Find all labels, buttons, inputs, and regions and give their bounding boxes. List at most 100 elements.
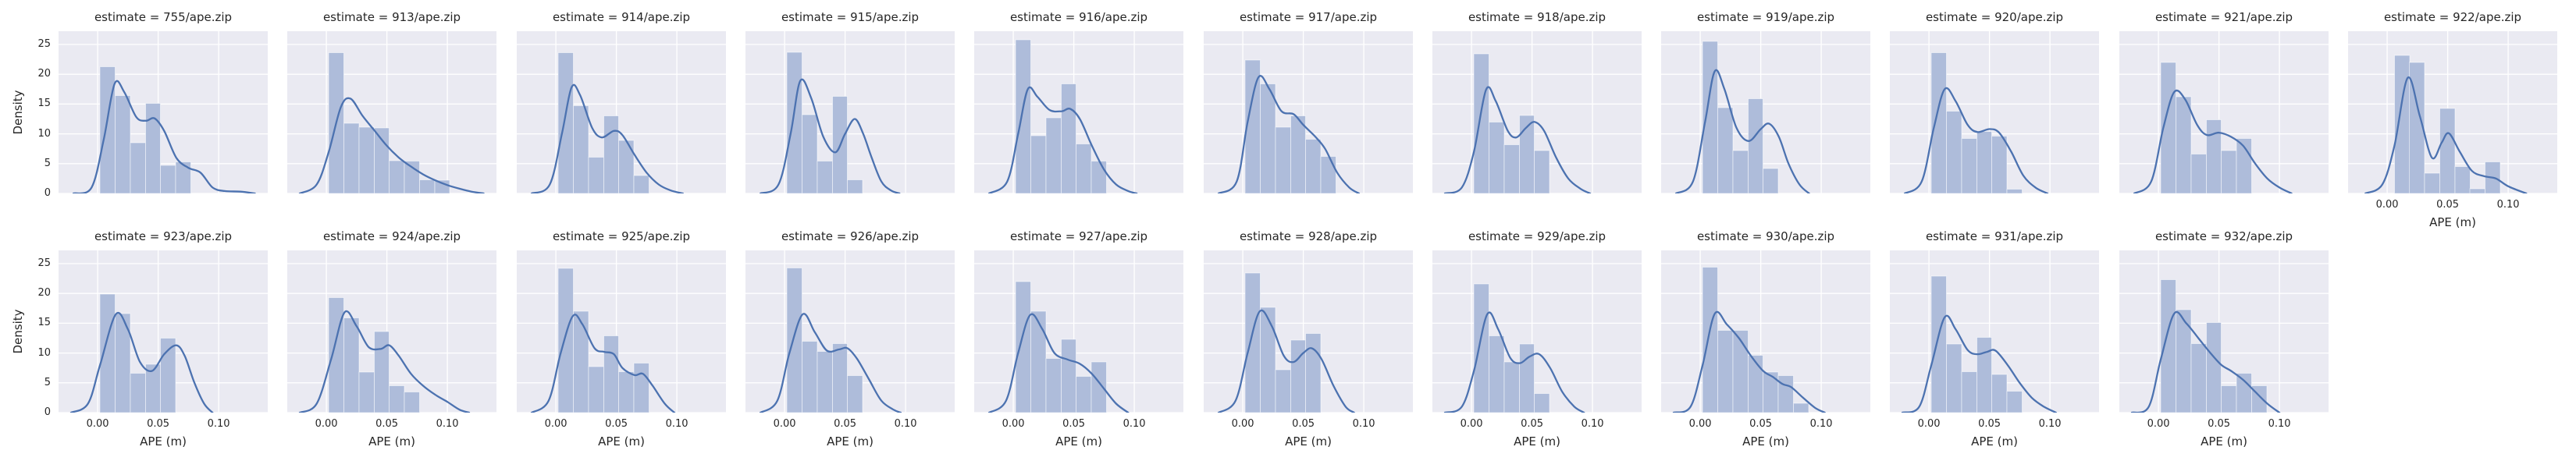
histogram-bar [358,126,375,193]
y-tick-label: 5 [44,376,51,388]
histogram-bar [1091,161,1107,193]
facet-922: estimate = 922/ape.zip 0.00 0.05 0.10 APE (m… [2348,10,2557,229]
facet-919: estimate = 919/ape.zip [1661,10,1870,193]
histogram-bar [1930,52,1948,193]
x-axis-label: APE (m) [827,434,873,448]
y-tick-label: 5 [44,157,51,169]
histogram-bar [1290,339,1307,413]
histogram-bar [99,293,116,413]
histogram-bar [1015,281,1032,413]
histogram-kde-plot [974,250,1183,413]
histogram-kde-plot [2348,31,2557,193]
x-tick-label: 0.00 [86,418,109,430]
x-tick-label: 0.10 [436,418,459,430]
kde-curve [69,311,214,413]
histogram-bar [2190,154,2207,193]
histogram-bar [603,115,620,193]
x-tick-label: 0.00 [1917,418,1941,430]
histogram-bar [1503,144,1520,193]
histogram-bar [786,267,803,413]
histogram-kde-plot [1661,250,1870,413]
kde-curve [530,83,684,193]
histogram-bar [573,310,589,413]
histogram-bar [2176,96,2192,193]
histogram-kde-plot [517,250,726,413]
x-axis-label: APE (m) [598,434,645,448]
x-tick-label: 0.00 [1688,418,1712,430]
histogram-bar [389,385,405,413]
histogram-bar [343,317,360,413]
histogram-bar [1060,83,1077,193]
histogram-bar [1976,131,1993,193]
y-tick-label: 0 [44,187,51,199]
plot-background [745,31,955,193]
histogram-bar [1489,335,1505,413]
facet-title: estimate = 922/ape.zip [2383,10,2522,24]
histogram-kde-plot [1432,31,1642,193]
x-axis-label: APE (m) [1742,434,1789,448]
histogram-bar [1961,370,1977,413]
x-tick-label: 0.05 [834,418,857,430]
histogram-bar [115,95,131,193]
histogram-bar [1747,98,1764,193]
facet-title: estimate = 755/ape.zip [94,10,233,24]
histogram-bar [588,366,604,413]
histogram-bar [160,338,176,413]
histogram-bar [1717,330,1734,413]
x-axis-label: APE (m) [368,434,415,448]
x-tick-label: 0.00 [1231,418,1254,430]
histogram-bar [389,160,405,193]
kde-curve [1443,311,1585,413]
x-tick-label: 0.05 [605,418,628,430]
histogram-kde-plot [1661,31,1870,193]
histogram-bar [1275,126,1291,193]
y-tick-label: 20 [37,68,51,80]
facet-918: estimate = 918/ape.zip [1432,10,1642,193]
facet-title: estimate = 925/ape.zip [552,229,691,243]
x-tick-label: 0.10 [2496,199,2520,211]
facet-title: estimate = 929/ape.zip [1468,229,1606,243]
histogram-bar [1076,144,1092,193]
histogram-bar [1991,136,2008,193]
histogram-bar [1305,332,1322,413]
facet-930: estimate = 930/ape.zip 0.00 0.05 0.10 APE (m… [1661,229,1870,448]
facet-title: estimate = 930/ape.zip [1696,229,1835,243]
histogram-bar [2006,189,2023,193]
histogram-bar [2160,279,2177,413]
histogram-bar [2409,62,2425,193]
x-tick-label: 0.05 [1292,418,1315,430]
histogram-bar [2424,172,2441,193]
facet-title: estimate = 918/ape.zip [1468,10,1606,24]
histogram-kde-plot [1890,250,2099,413]
histogram-bar [633,175,649,193]
histogram-bar [1045,357,1062,413]
kde-curve [759,313,902,413]
kde-curve [1217,309,1355,413]
histogram-bar [1763,168,1779,193]
x-tick-label: 0.10 [207,418,230,430]
histogram-bar [373,127,390,193]
facet-title: estimate = 927/ape.zip [1009,229,1148,243]
x-tick-label: 0.10 [894,418,917,430]
facet-title: estimate = 923/ape.zip [94,229,233,243]
facet-title: estimate = 916/ape.zip [1009,10,1148,24]
histogram-bar [588,156,604,193]
histogram-bar [2393,55,2411,193]
histogram-bar [1946,343,1962,413]
histogram-bar [573,105,589,193]
histogram-bar [618,370,635,413]
kde-curve [530,314,676,413]
facet-925: estimate = 925/ape.zip 0.00 0.05 0.10 APE (m… [517,229,726,448]
x-tick-label: 0.05 [2208,418,2231,430]
x-tick-label: 0.05 [1978,418,2001,430]
histogram-bar [1320,156,1336,193]
kde-curve [1443,86,1592,193]
histogram-bar [1777,375,1794,413]
kde-curve [1901,314,2057,413]
x-axis-label: APE (m) [1055,434,1102,448]
kde-curve [1672,310,1826,413]
kde-curve [298,310,471,413]
x-tick-label: 0.10 [1809,418,1833,430]
kde-curve [298,97,485,193]
kde-curve [1903,87,2049,193]
